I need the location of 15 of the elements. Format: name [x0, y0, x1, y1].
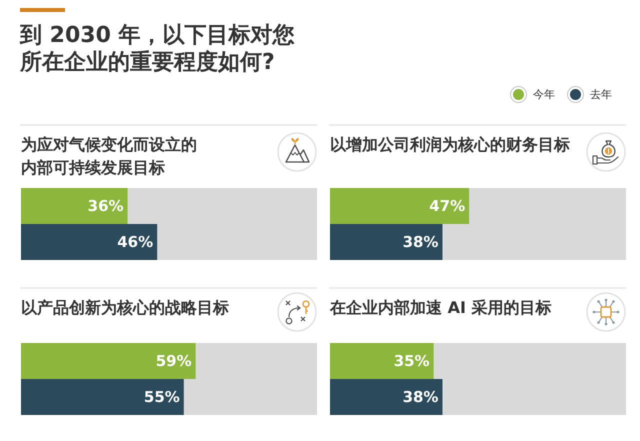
data-label: 47%	[429, 197, 466, 215]
data-label: 38%	[402, 233, 438, 251]
data-label: 36%	[88, 197, 124, 215]
data-label: 35%	[394, 352, 430, 370]
data-label: 55%	[144, 388, 180, 406]
chart-title: 以增加公司利润为核心的财务目标	[330, 134, 570, 156]
chart-title: 以产品创新为核心的战略目标	[21, 297, 229, 319]
legend-label: 今年	[533, 87, 555, 102]
data-label: 46%	[117, 233, 154, 251]
data-label: 59%	[156, 352, 192, 370]
text: 到 2030 年，以下目标对您所在企业的重要程度如何?	[20, 22, 296, 76]
data-label: 38%	[402, 388, 438, 406]
legend-label: 去年	[590, 87, 612, 102]
chart-title: 在企业内部加速 AI 采用的目标	[330, 297, 552, 319]
chart-title: 为应对气候变化而设立的内部可持续发展目标	[21, 134, 198, 179]
